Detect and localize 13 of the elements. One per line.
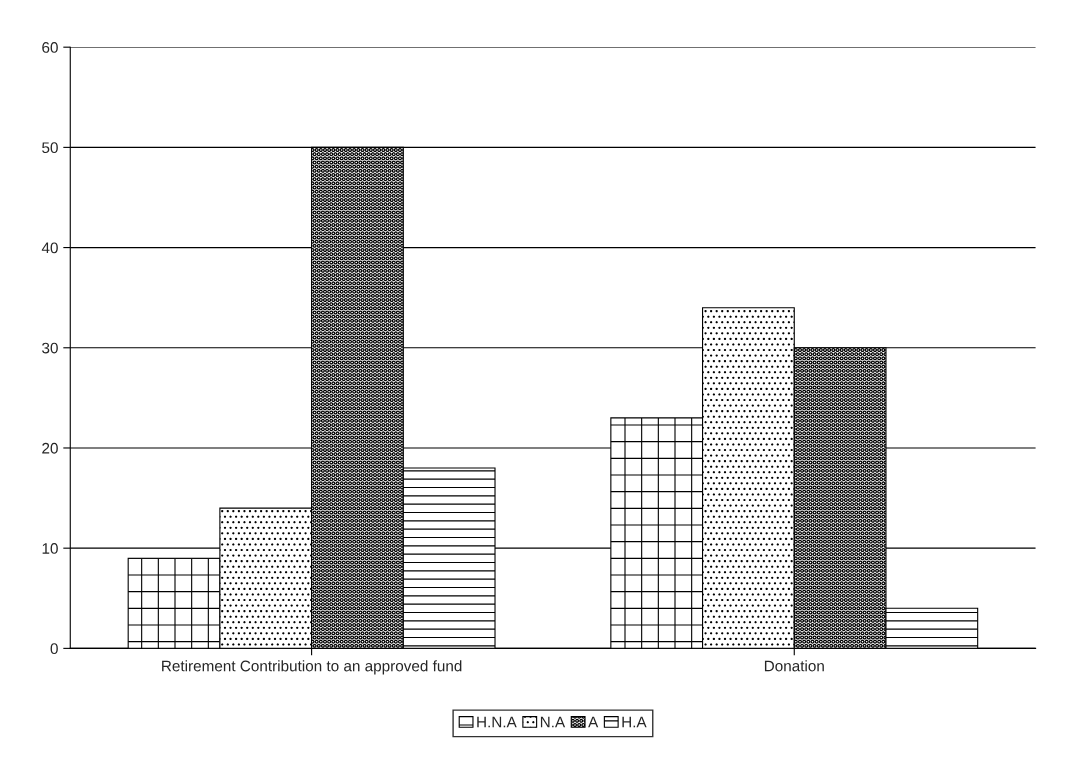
legend-label: H.A [622,716,647,728]
x-tick-label: Retirement Contribution to an approved fund [162,660,462,675]
y-tick-label: 10 [42,543,58,554]
y-tick-label: 0 [50,643,58,655]
y-tick-label: 30 [42,342,58,354]
legend-label: H.N.A [477,716,517,728]
y-tick-label: 20 [42,442,58,454]
y-tick-label: 40 [41,242,58,254]
y-tick-label: 50 [42,142,58,154]
x-tick-label: Donation [764,660,824,672]
y-tick-label: 60 [42,42,58,53]
legend-label: N.A [540,716,566,728]
legend-label: A [588,716,599,728]
